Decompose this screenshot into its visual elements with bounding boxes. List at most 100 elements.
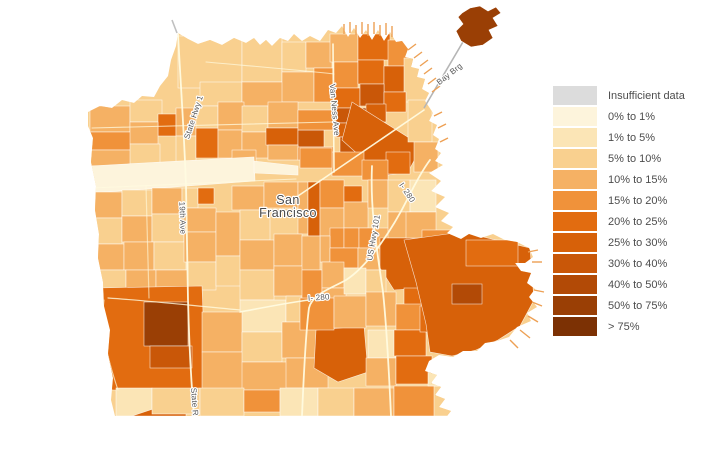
tract-polygon[interactable]: [183, 231, 217, 263]
tract-polygon[interactable]: [395, 303, 423, 331]
pier-line: [439, 137, 449, 143]
tract-polygon[interactable]: [201, 311, 243, 353]
tract-polygon[interactable]: [153, 241, 187, 271]
tract-polygon[interactable]: [197, 187, 215, 205]
pier-line: [433, 111, 443, 117]
tract-polygon[interactable]: [239, 239, 275, 271]
legend-swatch: [553, 107, 597, 126]
tract-polygon[interactable]: [175, 135, 197, 163]
tract-polygon[interactable]: [305, 41, 333, 69]
legend-swatch: [553, 317, 597, 336]
tract-polygon[interactable]: [383, 91, 407, 113]
tract-polygon[interactable]: [267, 101, 299, 129]
pier-line: [431, 85, 441, 93]
tract-polygon[interactable]: [151, 213, 185, 243]
tract-polygon[interactable]: [241, 105, 269, 133]
tract-polygon[interactable]: [403, 57, 431, 103]
tract-polygon[interactable]: [215, 211, 241, 257]
tract-polygon[interactable]: [241, 361, 289, 391]
tract-polygon[interactable]: [157, 113, 177, 137]
tract-polygon[interactable]: [451, 283, 483, 305]
tract-polygon[interactable]: [395, 355, 433, 385]
tract-polygon[interactable]: [393, 385, 437, 416]
tract-polygon[interactable]: [267, 144, 299, 161]
tract-polygon[interactable]: [241, 37, 283, 83]
tract-polygon[interactable]: [201, 351, 249, 391]
tract-polygon[interactable]: [357, 33, 391, 61]
tract-polygon[interactable]: [329, 33, 359, 63]
tract-polygon[interactable]: [91, 243, 125, 271]
tract-polygon[interactable]: [273, 265, 305, 297]
tract-polygon[interactable]: [129, 143, 161, 165]
legend-row: > 75%: [553, 317, 713, 336]
tract-polygon[interactable]: [365, 291, 397, 327]
tract-polygon[interactable]: [357, 59, 385, 85]
tract-polygon[interactable]: [385, 151, 411, 175]
tract-polygon[interactable]: [89, 149, 135, 167]
tract-polygon[interactable]: [195, 127, 219, 159]
legend: Insufficient data 0% to 1% 1% to 5% 5% to 1…: [553, 86, 713, 338]
tract-polygon[interactable]: [343, 227, 360, 249]
legend-label: 10% to 15%: [608, 173, 668, 186]
tract-polygon[interactable]: [343, 267, 367, 295]
tract-polygon[interactable]: [243, 389, 281, 413]
legend-row: 40% to 50%: [553, 275, 713, 294]
tract-polygon[interactable]: [407, 99, 433, 143]
tract-polygon[interactable]: [413, 141, 439, 173]
tract-polygon[interactable]: [151, 187, 183, 215]
tract-polygon[interactable]: [89, 131, 133, 151]
tract-polygon[interactable]: [465, 239, 519, 267]
tract-polygon[interactable]: [121, 189, 153, 217]
tract-polygon[interactable]: [301, 235, 321, 271]
tract-polygon[interactable]: [273, 233, 303, 267]
tract-polygon[interactable]: [143, 301, 189, 347]
tract-polygon[interactable]: [91, 217, 123, 245]
tract-polygon[interactable]: [281, 41, 307, 73]
tract-polygon[interactable]: [263, 181, 299, 209]
tract-polygon[interactable]: [317, 387, 355, 416]
tract-polygon[interactable]: [329, 227, 345, 249]
tract-polygon[interactable]: [241, 331, 283, 363]
tract-polygon[interactable]: [393, 329, 427, 357]
tract-polygon[interactable]: [299, 147, 333, 169]
pier-line: [533, 289, 545, 293]
tract-polygon[interactable]: [297, 129, 325, 148]
tract-polygon[interactable]: [181, 207, 217, 233]
bridge-line: [171, 19, 178, 34]
tract-polygon[interactable]: [331, 151, 365, 177]
tract-polygon[interactable]: [279, 387, 319, 416]
road-line: [91, 178, 297, 189]
tract-polygon[interactable]: [319, 179, 345, 209]
tract-polygon[interactable]: [359, 83, 385, 107]
tract-polygon[interactable]: [361, 159, 389, 181]
tract-polygon[interactable]: [91, 191, 123, 219]
tract-polygon[interactable]: [321, 261, 345, 289]
tract-polygon[interactable]: [217, 101, 245, 131]
tract-polygon[interactable]: [353, 387, 395, 416]
tract-polygon[interactable]: [365, 357, 397, 387]
legend-row: 10% to 15%: [553, 170, 713, 189]
tract-polygon[interactable]: [343, 201, 369, 229]
tract-polygon[interactable]: [239, 269, 275, 301]
tract-polygon[interactable]: [253, 160, 299, 176]
tract-polygon[interactable]: [215, 255, 243, 287]
tract-polygon[interactable]: [333, 295, 367, 329]
tract-polygon[interactable]: [265, 127, 299, 146]
tract-polygon[interactable]: [319, 235, 331, 263]
tract-polygon[interactable]: [199, 387, 245, 416]
tract-polygon[interactable]: [123, 241, 155, 271]
tract-polygon[interactable]: [149, 345, 193, 369]
tract-polygon[interactable]: [367, 329, 397, 359]
tract-polygon[interactable]: [129, 99, 163, 123]
tract-polygon[interactable]: [455, 5, 502, 48]
tract-polygon[interactable]: [299, 297, 335, 331]
tract-polygon[interactable]: [433, 385, 453, 416]
legend-label: 25% to 30%: [608, 236, 668, 249]
tract-polygon[interactable]: [281, 71, 315, 103]
tract-polygon[interactable]: [427, 367, 455, 387]
tract-polygon[interactable]: [343, 185, 363, 203]
tract-polygon[interactable]: [297, 109, 335, 131]
tract-polygon[interactable]: [129, 121, 159, 145]
